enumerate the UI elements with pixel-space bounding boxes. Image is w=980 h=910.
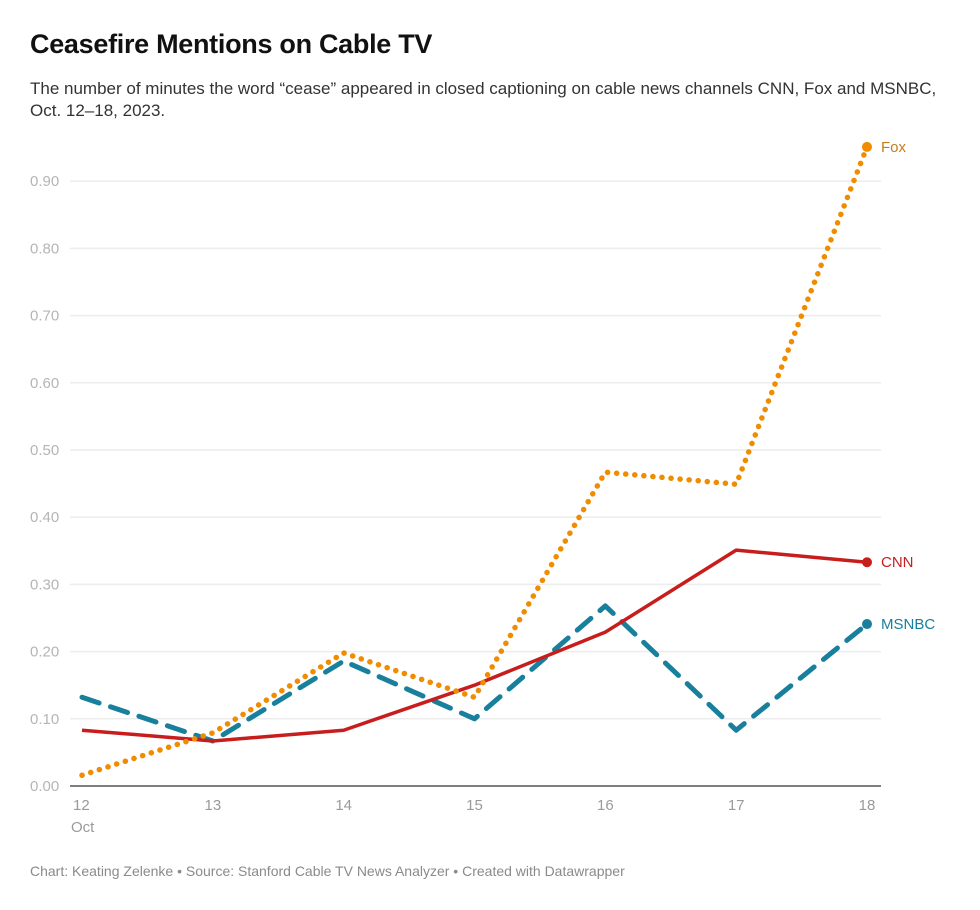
data-point-msnbc (862, 619, 872, 630)
y-tick-label: 0.00 (30, 778, 59, 795)
series-label-cnn: CNN (881, 554, 914, 571)
x-tick-label: 13 (204, 797, 221, 814)
y-tick-label: 0.10 (30, 711, 59, 728)
y-tick-label: 0.80 (30, 240, 59, 257)
x-tick-label: 14 (335, 797, 352, 814)
series-line-msnbc (79, 603, 870, 744)
chart-subtitle: The number of minutes the word “cease” a… (30, 79, 937, 120)
gridlines (70, 180, 881, 720)
y-tick-label: 0.40 (30, 509, 59, 526)
y-tick-label: 0.60 (30, 375, 59, 392)
chart-title: Ceasefire Mentions on Cable TV (30, 29, 433, 59)
x-tick-label: 17 (728, 797, 745, 814)
x-tick-label: 18 (859, 797, 876, 814)
chart-footer: Chart: Keating Zelenke • Source: Stanfor… (30, 863, 625, 879)
series-label-fox: Fox (881, 139, 907, 156)
x-axis-ticks: 12 13 14 15 16 17 18 Oct (71, 797, 875, 836)
series-line-fox (79, 144, 870, 778)
y-tick-label: 0.90 (30, 173, 59, 190)
series-label-msnbc: MSNBC (881, 616, 935, 633)
data-point-fox (862, 141, 872, 152)
series-labels: MSNBC CNN Fox (881, 139, 935, 633)
series-line-cnn (81, 548, 868, 743)
x-tick-label: 12 (73, 797, 90, 814)
x-month-label: Oct (71, 819, 95, 836)
y-axis-ticks: 0.00 0.10 0.20 0.30 0.40 0.50 0.60 0.70 0.80 0.90 (30, 173, 59, 795)
x-tick-label: 16 (597, 797, 614, 814)
y-tick-label: 0.50 (30, 442, 59, 459)
series-lines (79, 141, 872, 778)
data-point-cnn (862, 557, 872, 568)
y-tick-label: 0.20 (30, 644, 59, 661)
y-tick-label: 0.70 (30, 308, 59, 325)
x-tick-label: 15 (466, 797, 483, 814)
y-tick-label: 0.30 (30, 576, 59, 593)
